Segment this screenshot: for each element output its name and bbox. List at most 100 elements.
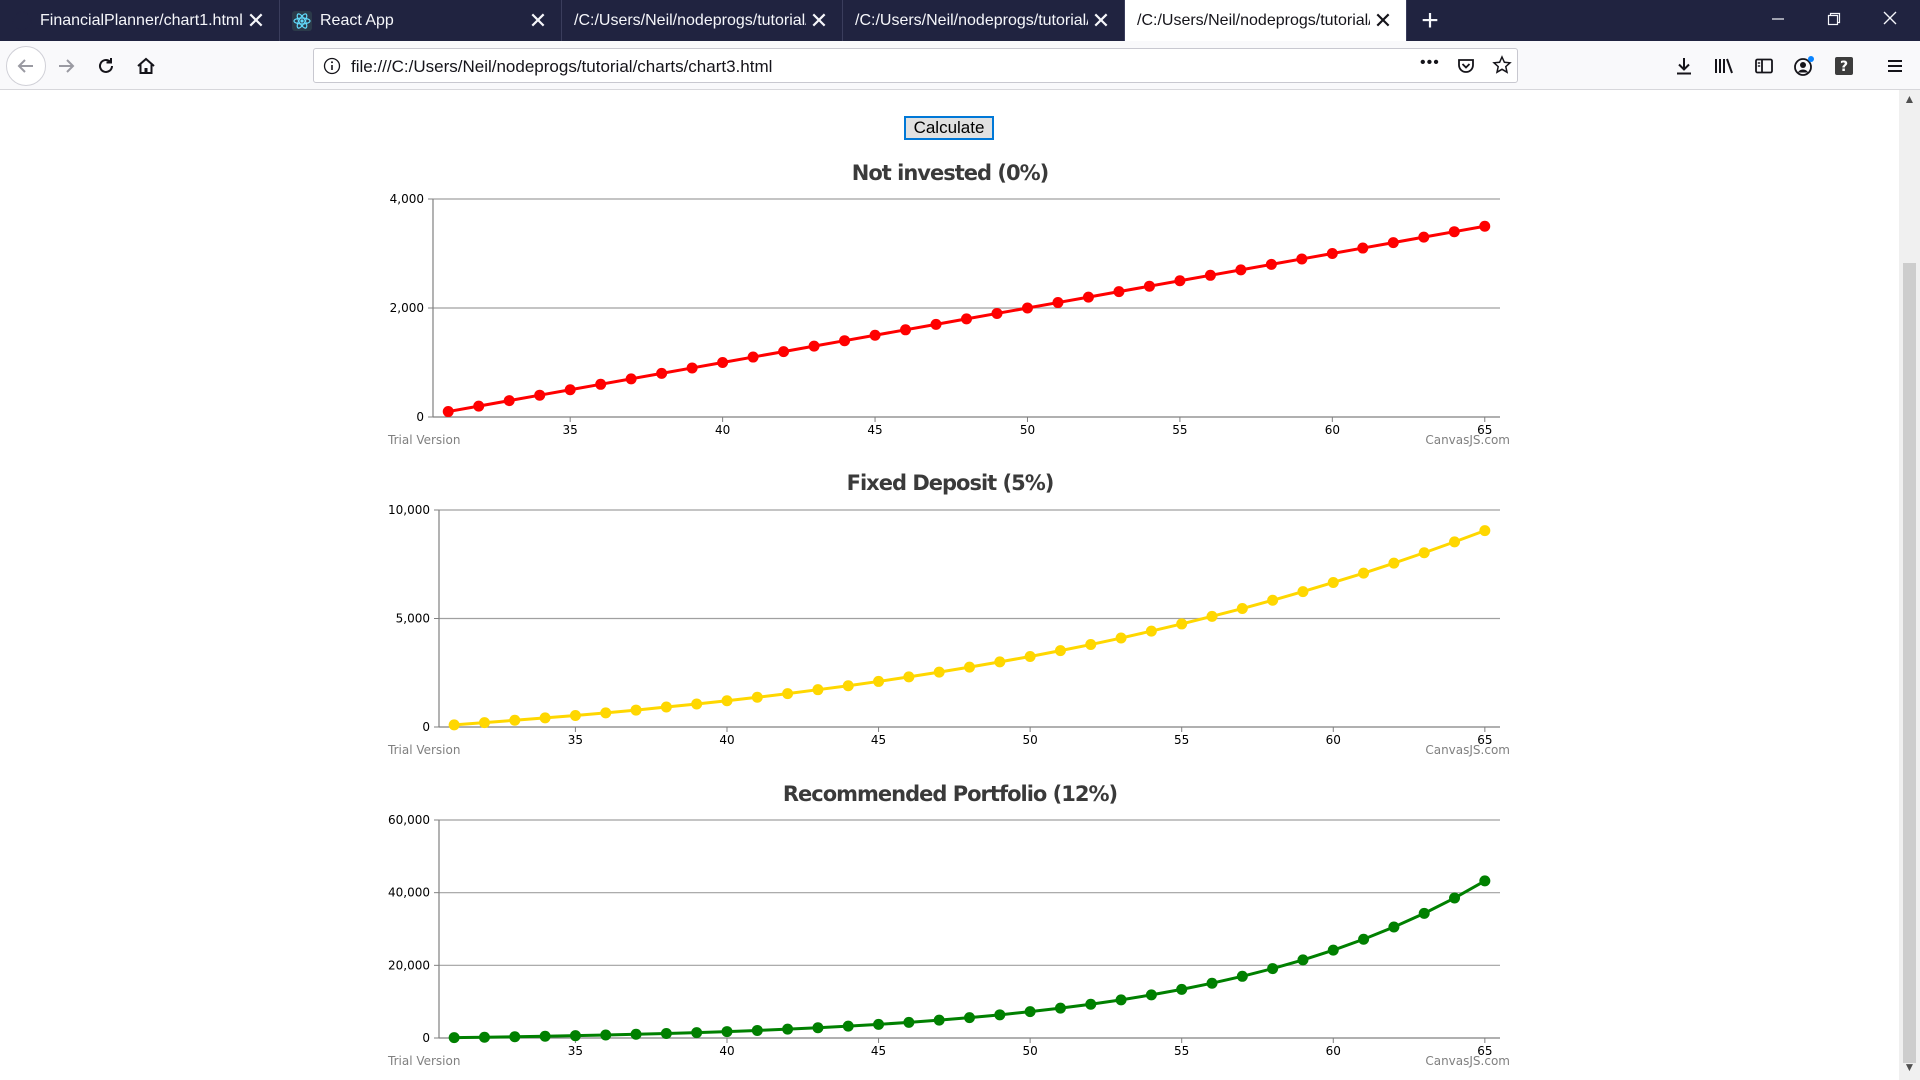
info-icon[interactable] — [323, 57, 341, 75]
data-point — [1082, 291, 1094, 303]
data-point — [1267, 963, 1279, 975]
data-point — [839, 335, 851, 347]
data-point — [534, 389, 546, 401]
navigation-toolbar: file:///C:/Users/Neil/nodeprogs/tutorial… — [0, 41, 1920, 90]
data-point — [473, 400, 485, 412]
data-point — [1449, 892, 1461, 904]
y-tick-label: 20,000 — [388, 958, 430, 972]
data-point — [564, 384, 576, 396]
data-point — [569, 709, 581, 721]
tab-chart-file-1[interactable]: /C:/Users/Neil/nodeprogs/tutorial/c ✕ — [562, 0, 843, 41]
data-point — [1297, 586, 1309, 598]
canvasjs-credit: CanvasJS.com — [1425, 1054, 1510, 1068]
data-point — [1052, 297, 1064, 309]
x-tick-label: 50 — [1022, 1044, 1037, 1058]
home-button[interactable] — [129, 49, 163, 83]
close-window-button[interactable] — [1862, 0, 1918, 41]
data-point — [1115, 632, 1127, 644]
data-point — [1143, 280, 1155, 292]
close-tab-icon[interactable]: ✕ — [528, 7, 548, 33]
data-point — [964, 661, 975, 673]
account-button[interactable] — [1787, 49, 1821, 83]
close-icon — [1883, 11, 1897, 25]
bookmark-star-icon[interactable] — [1492, 55, 1512, 75]
data-point — [930, 318, 942, 330]
scroll-up-icon[interactable]: ▲ — [1903, 92, 1916, 106]
menu-button[interactable] — [1878, 49, 1912, 83]
trial-version-label: Trial Version — [387, 433, 460, 447]
react-icon — [292, 10, 312, 31]
url-text[interactable]: file:///C:/Users/Neil/nodeprogs/tutorial… — [351, 57, 773, 76]
forward-button[interactable] — [49, 49, 83, 83]
tab-chart-file-3[interactable]: /C:/Users/Neil/nodeprogs/tutorial/c ✕ — [1125, 0, 1407, 41]
downloads-button[interactable] — [1667, 49, 1701, 83]
reload-button[interactable] — [89, 49, 123, 83]
data-point — [656, 367, 668, 379]
x-tick-label: 65 — [1477, 423, 1492, 437]
x-tick-label: 60 — [1326, 733, 1341, 747]
x-tick-label: 35 — [563, 423, 578, 437]
scroll-down-icon[interactable]: ▼ — [1903, 1060, 1916, 1074]
minimize-button[interactable] — [1750, 0, 1806, 41]
new-tab-button[interactable]: + — [1421, 4, 1439, 37]
data-point — [595, 378, 607, 390]
y-tick-label: 0 — [422, 1031, 430, 1045]
close-tab-icon[interactable]: ✕ — [246, 7, 266, 33]
home-icon — [137, 57, 155, 74]
data-point — [751, 691, 763, 703]
data-point — [1327, 944, 1339, 956]
data-point — [625, 373, 637, 385]
tab-title: React App — [320, 11, 394, 29]
help-icon: ? — [1835, 57, 1853, 75]
address-bar[interactable]: file:///C:/Users/Neil/nodeprogs/tutorial… — [313, 48, 1518, 83]
close-tab-icon[interactable]: ✕ — [1373, 7, 1393, 33]
data-point — [600, 1029, 612, 1041]
y-tick-label: 60,000 — [388, 813, 430, 827]
data-point — [1115, 994, 1127, 1006]
y-tick-label: 0 — [416, 410, 424, 424]
data-point — [1297, 954, 1309, 966]
x-tick-label: 55 — [1174, 733, 1189, 747]
sidebar-button[interactable] — [1747, 49, 1781, 83]
data-point — [964, 1012, 975, 1024]
data-point — [1024, 1006, 1036, 1018]
help-button[interactable]: ? — [1827, 49, 1861, 83]
data-point — [1206, 610, 1218, 622]
back-button[interactable] — [6, 46, 46, 86]
x-tick-label: 60 — [1325, 423, 1340, 437]
calculate-button[interactable]: Calculate — [904, 116, 994, 140]
data-point — [1449, 536, 1461, 548]
back-arrow-icon — [17, 59, 33, 73]
vertical-scrollbar[interactable]: ▲ ▼ — [1899, 90, 1920, 1080]
data-point — [1235, 264, 1247, 276]
tab-title: /C:/Users/Neil/nodeprogs/tutorial/c — [574, 11, 806, 29]
x-tick-label: 65 — [1477, 733, 1492, 747]
close-tab-icon[interactable]: ✕ — [809, 7, 829, 33]
restore-button[interactable] — [1806, 0, 1862, 41]
data-point — [717, 357, 729, 368]
data-point — [1113, 286, 1125, 298]
pocket-icon[interactable] — [1456, 56, 1476, 76]
library-button[interactable] — [1707, 49, 1741, 83]
data-point — [869, 329, 881, 341]
data-point — [509, 1031, 521, 1043]
data-point — [1021, 302, 1033, 314]
data-point — [933, 666, 945, 678]
scrollbar-thumb[interactable] — [1903, 263, 1916, 1063]
close-tab-icon[interactable]: ✕ — [1091, 7, 1111, 33]
page-actions-icon[interactable]: ••• — [1420, 54, 1440, 71]
tab-financialplanner[interactable]: FinancialPlanner/chart1.html at ✕ — [0, 0, 280, 41]
tab-chart-file-2[interactable]: /C:/Users/Neil/nodeprogs/tutorial/c ✕ — [843, 0, 1125, 41]
tab-react-app[interactable]: React App ✕ — [280, 0, 562, 41]
x-tick-label: 55 — [1174, 1044, 1189, 1058]
data-point — [842, 1020, 854, 1032]
data-point — [1358, 567, 1370, 579]
data-point — [1267, 594, 1279, 606]
data-point — [1236, 970, 1248, 982]
y-tick-label: 0 — [422, 720, 430, 734]
data-point — [1204, 269, 1216, 281]
y-tick-label: 10,000 — [388, 503, 430, 517]
y-tick-label: 5,000 — [396, 612, 430, 626]
